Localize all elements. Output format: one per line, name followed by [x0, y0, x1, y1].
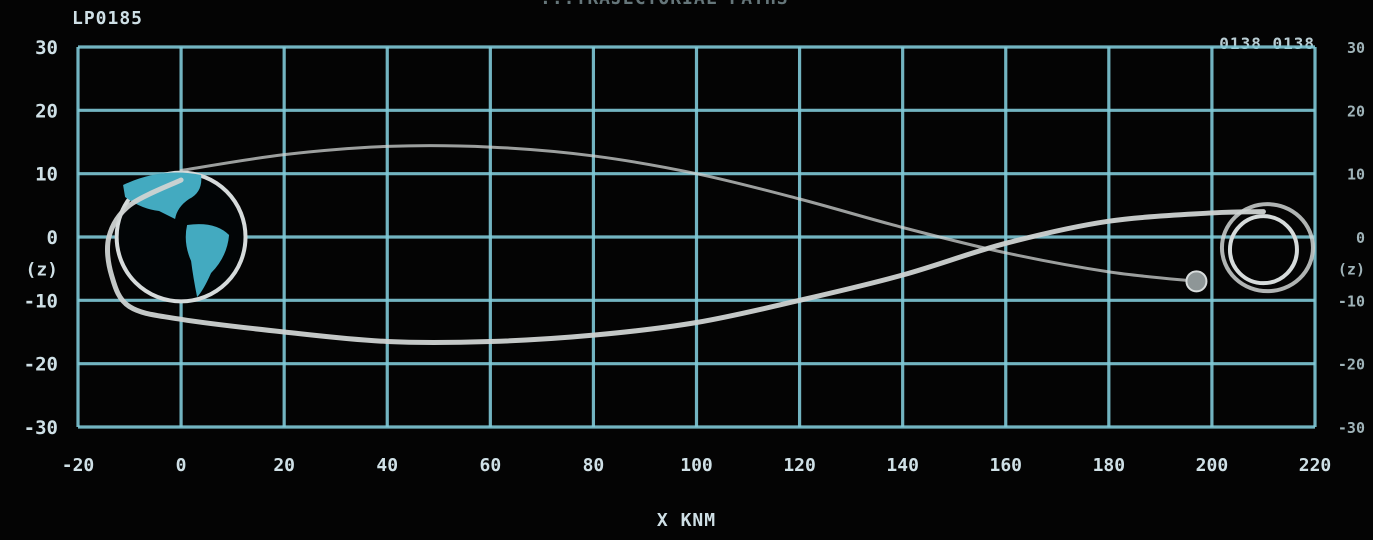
trajectory-outbound-upper: [179, 144, 1198, 283]
x-tick-label: 80: [583, 455, 605, 476]
y-tick-label-right: -30: [1338, 419, 1365, 437]
y-axis-label-left: (z): [25, 260, 58, 281]
display-code-left: LP0185: [72, 8, 144, 29]
x-tick-label: 160: [989, 455, 1022, 476]
x-tick-label: 220: [1299, 455, 1332, 476]
x-tick-label: 20: [273, 455, 295, 476]
y-tick-label-right: 10: [1347, 166, 1365, 184]
x-tick-label: 200: [1196, 455, 1229, 476]
x-tick-label: 140: [886, 455, 919, 476]
x-tick-label: 0: [176, 455, 187, 476]
x-axis-label: X KNM: [656, 510, 717, 531]
y-tick-label-right: 30: [1347, 39, 1365, 57]
y-tick-label-right: -20: [1338, 356, 1365, 374]
display-title: ...TRAJECTORIAL PATHS: [540, 0, 789, 9]
moon-orbit-loop: [1219, 202, 1315, 294]
x-tick-label: 180: [1093, 455, 1126, 476]
y-tick-label-right: 0: [1356, 229, 1365, 247]
x-tick-label: 100: [680, 455, 713, 476]
y-tick-label-left: 0: [47, 227, 58, 249]
moon-icon: [1227, 214, 1299, 286]
y-axis-label-right: (z): [1338, 261, 1365, 279]
y-tick-label-left: -10: [24, 290, 58, 312]
earth-icon: [114, 170, 248, 304]
earth-continents: [123, 172, 230, 297]
x-tick-label: 40: [376, 455, 398, 476]
y-tick-label-left: 30: [35, 37, 58, 59]
x-tick-label: -20: [62, 455, 95, 476]
y-tick-label-left: -30: [24, 417, 58, 439]
y-tick-label-right: -10: [1338, 292, 1365, 310]
x-tick-label: 120: [783, 455, 816, 476]
y-tick-label-left: 20: [35, 100, 58, 122]
y-tick-label-left: 10: [35, 164, 58, 186]
trajectory-figure-eight: [105, 177, 1266, 345]
y-tick-label-right: 20: [1347, 102, 1365, 120]
spacecraft-marker: [1185, 270, 1208, 293]
chart-grid: [76, 45, 1317, 429]
y-tick-label-left: -20: [24, 354, 58, 376]
x-tick-label: 60: [479, 455, 501, 476]
